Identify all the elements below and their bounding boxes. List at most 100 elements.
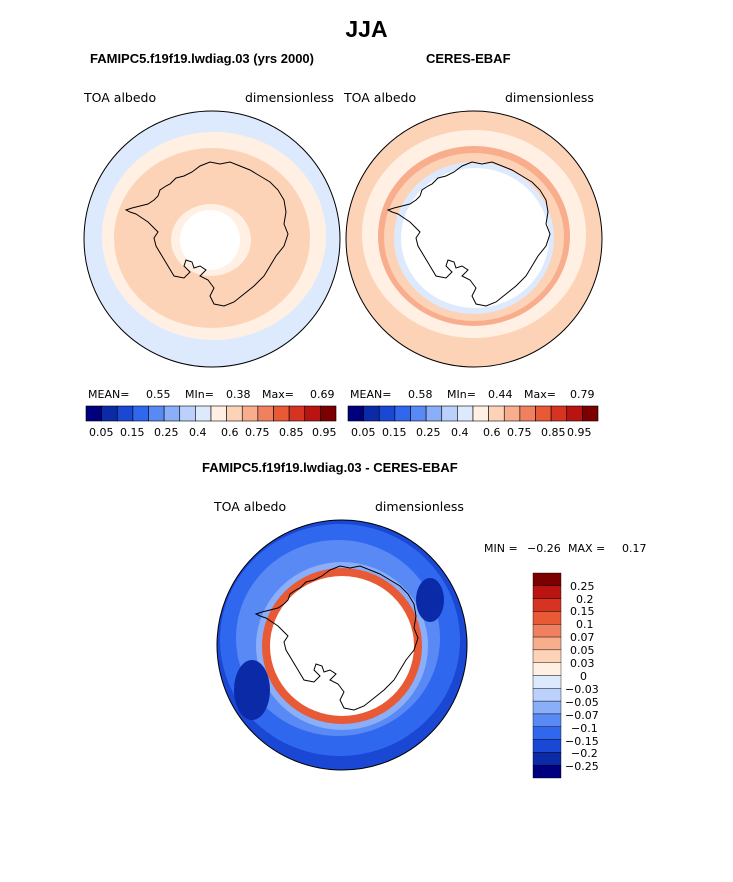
panel2-min-label: MIn= xyxy=(447,388,476,401)
colorbar-swatch xyxy=(472,405,489,422)
colorbar-swatch xyxy=(195,405,212,422)
colorbar-swatch xyxy=(457,405,474,422)
colorbar-swatch xyxy=(532,764,562,779)
panel2-tick: 0.85 xyxy=(541,426,566,439)
panel1-tick: 0.95 xyxy=(312,426,337,439)
panel2-tick: 0.25 xyxy=(416,426,441,439)
colorbar-swatch xyxy=(179,405,196,422)
panel2-colorbar xyxy=(347,405,599,422)
panel2-title: CERES-EBAF xyxy=(426,51,511,66)
panel2-max-value: 0.79 xyxy=(570,388,595,401)
colorbar-swatch xyxy=(441,405,458,422)
panel2-tick: 0.95 xyxy=(567,426,592,439)
colorbar-swatch xyxy=(273,405,290,422)
panel1-tick: 0.85 xyxy=(279,426,304,439)
panel1-min-value: 0.38 xyxy=(226,388,251,401)
panel3-tick: 0.1 xyxy=(576,618,594,631)
panel1-tick: 0.4 xyxy=(189,426,207,439)
panel2-mean-value: 0.58 xyxy=(408,388,433,401)
panel3-tick: −0.07 xyxy=(565,709,599,722)
panel2-max-label: Max= xyxy=(524,388,556,401)
panel2-map xyxy=(345,110,603,368)
colorbar-swatch xyxy=(532,675,562,689)
panel3-tick: −0.1 xyxy=(571,722,598,735)
colorbar-swatch xyxy=(566,405,583,422)
colorbar-swatch xyxy=(582,405,599,422)
panel1-mean-label: MEAN= xyxy=(88,388,130,401)
panel3-tick: 0.03 xyxy=(570,657,595,670)
figure-title: JJA xyxy=(345,16,388,42)
panel3-min-label: MIN = xyxy=(484,542,518,555)
colorbar-swatch xyxy=(503,405,521,422)
panel3-tick: −0.03 xyxy=(565,683,599,696)
panel3-units: dimensionless xyxy=(375,499,464,514)
colorbar-swatch xyxy=(532,713,562,727)
panel1-max-label: Max= xyxy=(262,388,294,401)
panel3-tick: −0.15 xyxy=(565,735,599,748)
panel1-title: FAMIPC5.f19f19.lwdiag.03 (yrs 2000) xyxy=(90,51,314,66)
panel1-mean-value: 0.55 xyxy=(146,388,171,401)
panel2-tick: 0.4 xyxy=(451,426,469,439)
colorbar-swatch xyxy=(532,739,562,753)
colorbar-swatch xyxy=(241,405,259,422)
panel2-min-value: 0.44 xyxy=(488,388,513,401)
panel3-tick: 0.07 xyxy=(570,631,595,644)
panel2-variable: TOA albedo xyxy=(344,90,417,105)
panel1-tick: 0.15 xyxy=(120,426,145,439)
colorbar-swatch xyxy=(363,405,380,422)
panel1-tick: 0.75 xyxy=(245,426,270,439)
colorbar-swatch xyxy=(210,405,227,422)
colorbar-swatch xyxy=(257,405,274,422)
panel2-tick: 0.05 xyxy=(351,426,376,439)
colorbar-swatch xyxy=(532,726,562,740)
panel3-tick: 0 xyxy=(580,670,587,683)
panel1-units: dimensionless xyxy=(245,90,334,105)
colorbar-swatch xyxy=(532,585,562,599)
colorbar-swatch xyxy=(304,405,321,422)
colorbar-swatch xyxy=(148,405,165,422)
colorbar-swatch xyxy=(320,405,337,422)
panel3-tick: −0.25 xyxy=(565,760,599,773)
colorbar-swatch xyxy=(394,405,411,422)
panel3-tick: 0.15 xyxy=(570,605,595,618)
colorbar-swatch xyxy=(116,405,134,422)
colorbar-swatch xyxy=(519,405,536,422)
panel3-max-value: 0.17 xyxy=(622,542,647,555)
panel3-map xyxy=(216,519,468,771)
panel1-variable: TOA albedo xyxy=(84,90,157,105)
panel2-tick: 0.75 xyxy=(507,426,532,439)
colorbar-swatch xyxy=(532,649,562,663)
panel3-variable: TOA albedo xyxy=(214,499,287,514)
colorbar-swatch xyxy=(532,752,562,766)
panel3-max-label: MAX = xyxy=(568,542,606,555)
colorbar-swatch xyxy=(410,405,427,422)
panel3-min-value: −0.26 xyxy=(527,542,561,555)
panel1-max-value: 0.69 xyxy=(310,388,335,401)
panel3-tick: −0.05 xyxy=(565,696,599,709)
panel2-units: dimensionless xyxy=(505,90,594,105)
colorbar-swatch xyxy=(532,572,562,587)
panel1-tick: 0.05 xyxy=(89,426,114,439)
colorbar-swatch xyxy=(532,598,562,612)
colorbar-swatch xyxy=(532,611,562,625)
panel3-colorbar xyxy=(532,572,562,779)
panel3-tick: 0.25 xyxy=(570,580,595,593)
panel3-tick: 0.05 xyxy=(570,644,595,657)
colorbar-swatch xyxy=(532,688,562,702)
panel2-tick: 0.6 xyxy=(483,426,501,439)
panel1-tick: 0.25 xyxy=(154,426,179,439)
panel3-title: FAMIPC5.f19f19.lwdiag.03 - CERES-EBAF xyxy=(202,460,458,475)
colorbar-swatch xyxy=(226,405,243,422)
panel1-colorbar xyxy=(85,405,337,422)
colorbar-swatch xyxy=(163,405,181,422)
panel1-tick: 0.6 xyxy=(221,426,239,439)
colorbar-swatch xyxy=(132,405,149,422)
panel1-map xyxy=(83,110,341,368)
colorbar-swatch xyxy=(85,405,102,422)
colorbar-swatch xyxy=(425,405,443,422)
colorbar-swatch xyxy=(550,405,568,422)
colorbar-swatch xyxy=(347,405,364,422)
panel2-mean-label: MEAN= xyxy=(350,388,392,401)
panel3-tick: −0.2 xyxy=(571,747,598,760)
